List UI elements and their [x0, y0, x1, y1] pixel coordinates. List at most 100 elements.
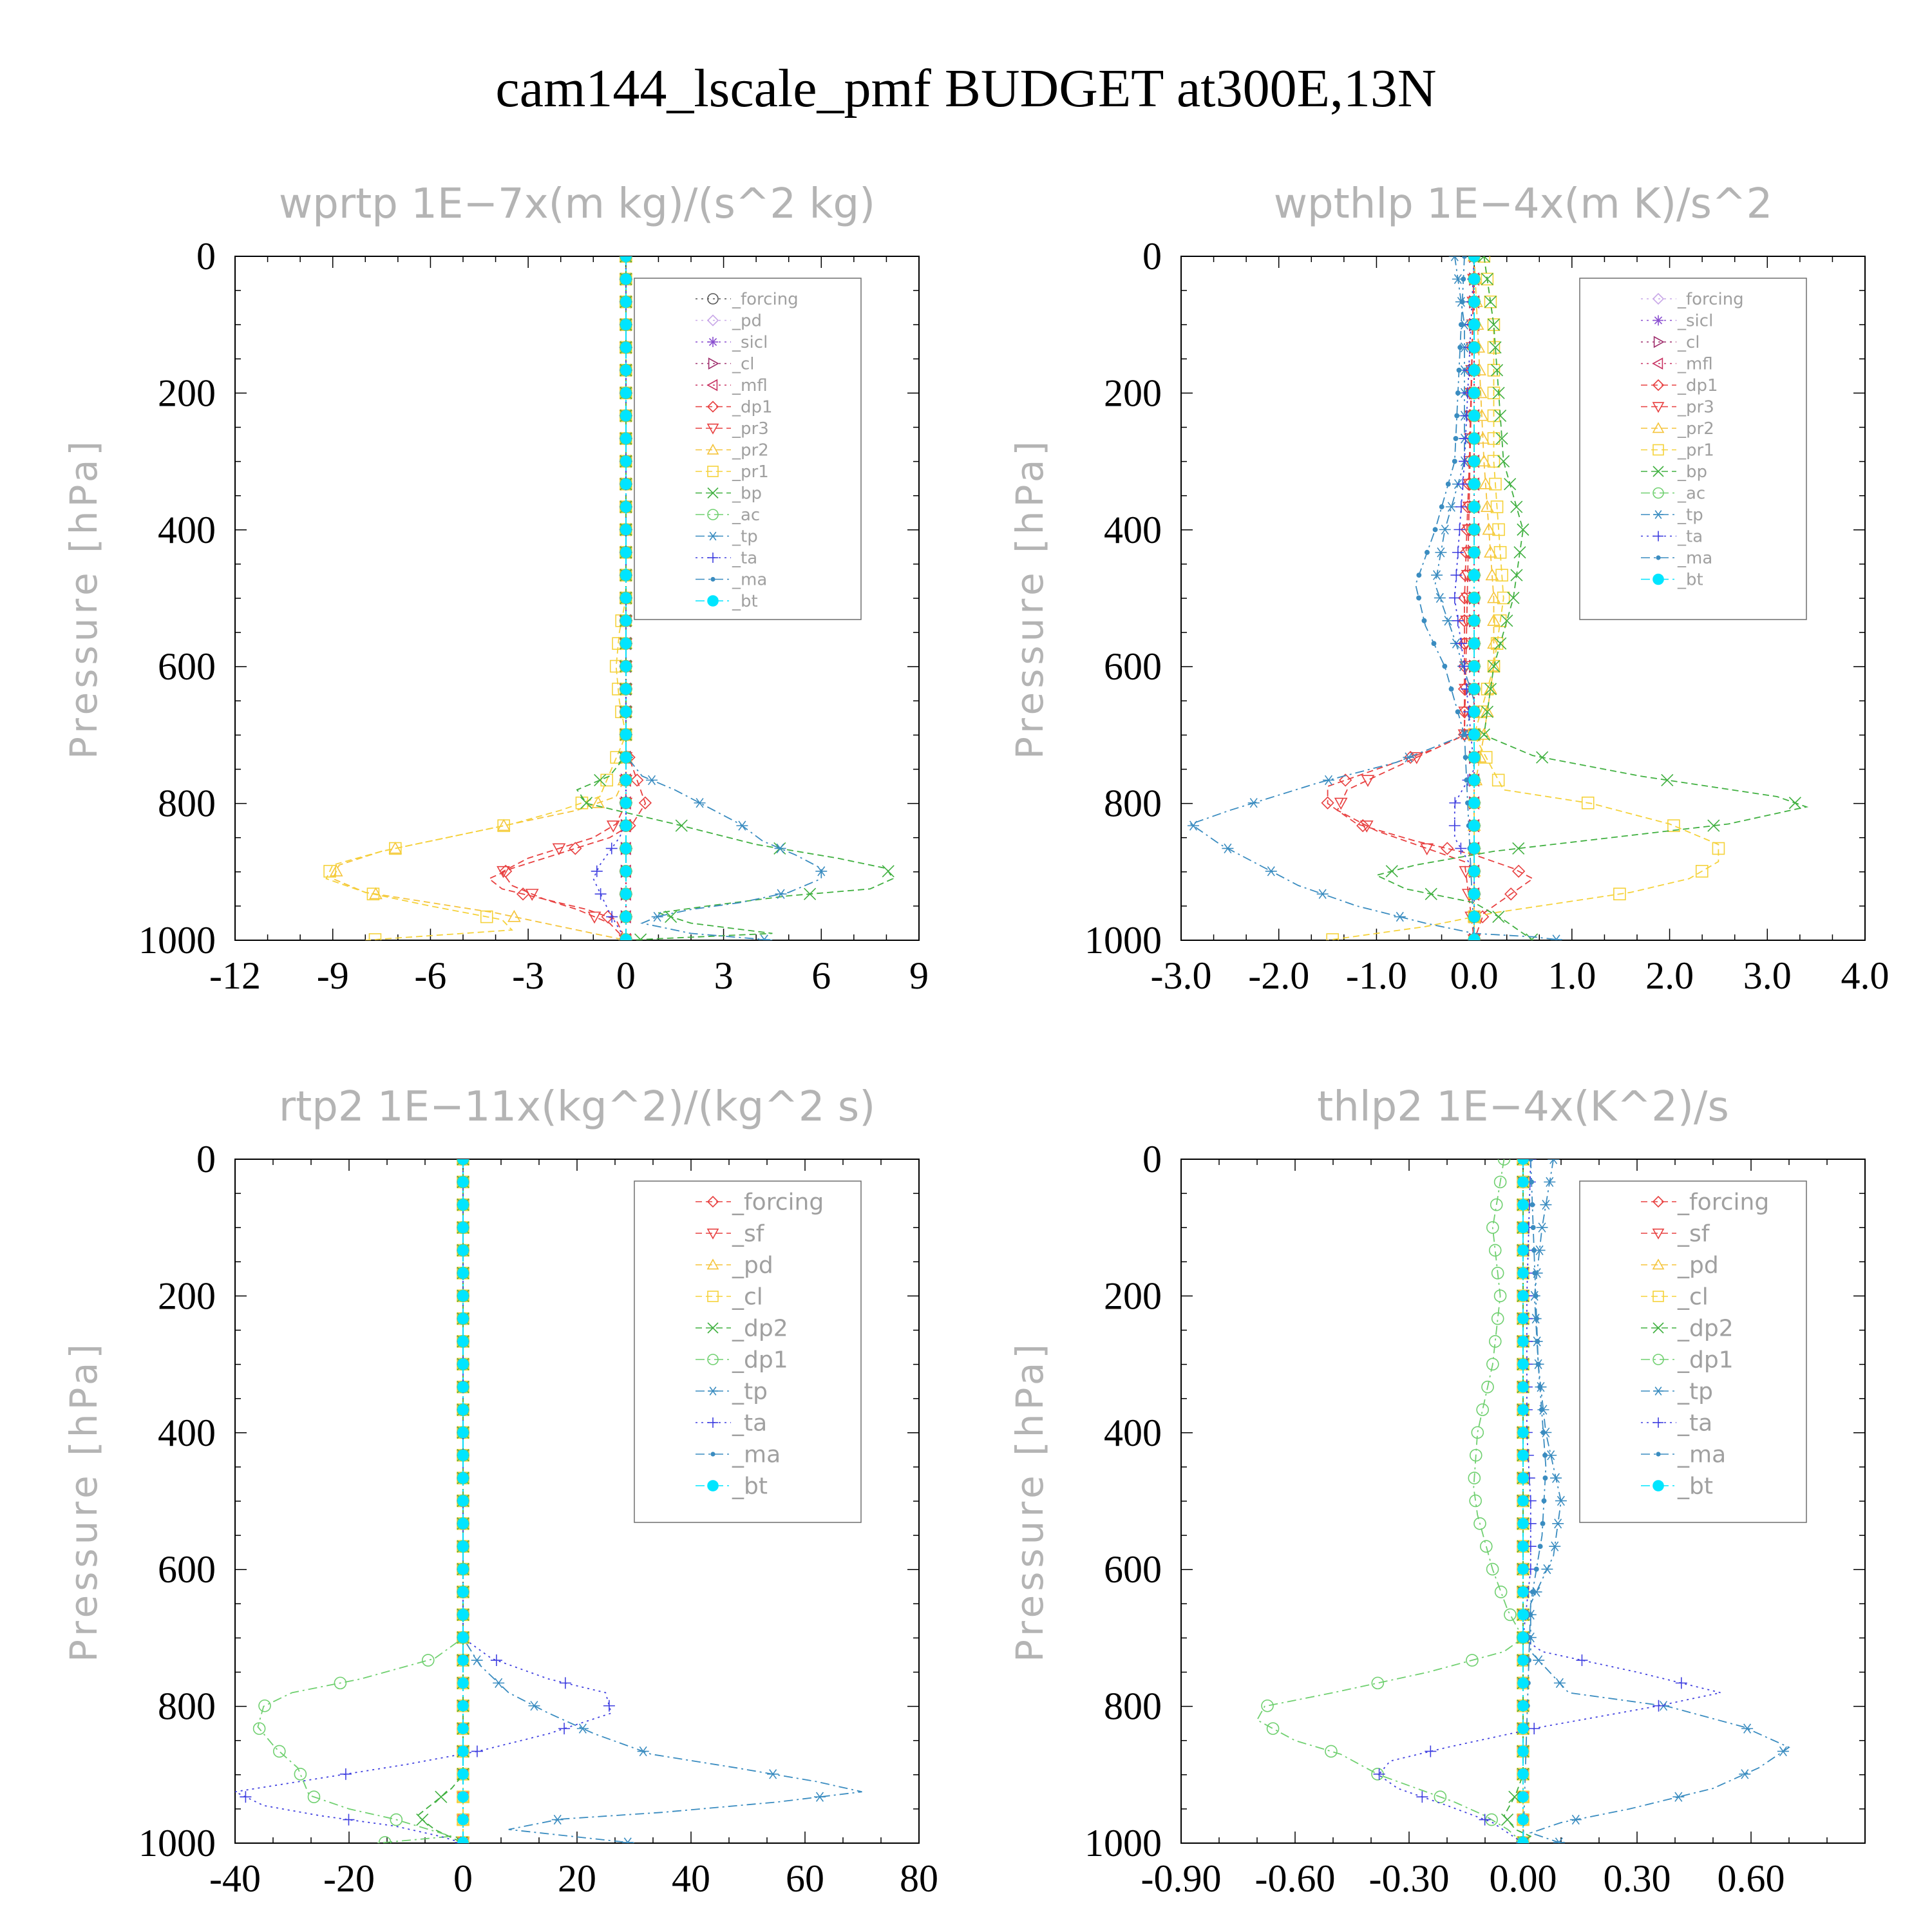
y-tick-label: 0	[1142, 1138, 1162, 1180]
series-pr3	[497, 256, 633, 940]
plot-area	[1256, 1159, 1790, 1843]
series-pr3	[1334, 256, 1481, 940]
series-point	[1788, 797, 1801, 810]
series-point	[421, 1654, 435, 1667]
series-point	[1533, 1293, 1539, 1299]
series-point	[1468, 706, 1480, 718]
series-point	[1492, 386, 1505, 399]
y-tick-label: 200	[158, 372, 216, 414]
series-point	[1468, 797, 1480, 809]
series-point	[457, 1768, 469, 1780]
series-point	[1477, 728, 1490, 741]
legend-label: _tp	[732, 527, 758, 547]
x-tick-label: -0.90	[1141, 1857, 1222, 1900]
series-point	[620, 888, 632, 900]
series-point	[1576, 1654, 1588, 1667]
series-point	[1537, 1544, 1543, 1549]
series-point	[1486, 1562, 1499, 1576]
series-point	[1477, 256, 1490, 263]
legend-label: _pr3	[1677, 398, 1714, 417]
legend-marker	[707, 1322, 719, 1334]
y-tick-label: 0	[196, 235, 216, 278]
series-point	[638, 796, 652, 810]
series-point	[1555, 1495, 1567, 1506]
series-point	[1316, 889, 1329, 899]
plot-frame	[234, 1159, 920, 1844]
series-point	[1466, 1654, 1479, 1667]
series-line	[625, 256, 822, 940]
legend-marker	[707, 1480, 719, 1492]
series-point	[457, 1518, 469, 1530]
series-point	[1490, 364, 1504, 377]
series-point	[1456, 367, 1462, 373]
series-point	[1325, 1745, 1338, 1758]
legend-item: _bt	[1641, 1473, 1713, 1500]
series-point	[1468, 774, 1480, 786]
legend-item: _pd	[696, 1253, 773, 1279]
series-point	[1448, 592, 1461, 604]
series-point	[1468, 752, 1480, 763]
series-point	[457, 1244, 469, 1256]
legend-label: _tp	[1677, 1379, 1713, 1405]
series-point	[1489, 341, 1502, 354]
series-point	[1507, 591, 1520, 605]
series-point	[1265, 866, 1277, 876]
x-tick-label: -40	[209, 1857, 261, 1900]
series-point	[1321, 796, 1334, 810]
legend-item: _ta	[1641, 527, 1703, 547]
series-point	[775, 889, 787, 899]
series-point	[457, 1472, 469, 1484]
series-point	[1497, 591, 1510, 605]
legend-marker	[1653, 531, 1663, 542]
legend-marker	[1653, 1354, 1664, 1365]
legend-marker	[707, 595, 719, 607]
series-point	[1463, 755, 1468, 760]
series-point	[1553, 1678, 1566, 1689]
series-point	[1439, 524, 1451, 535]
series-point	[457, 1723, 469, 1734]
panel-4: thlp2 1E−4x(K^2)/s Pressure [hPa] 0 200 400 6…	[1008, 1083, 1866, 1900]
series-point	[1468, 455, 1480, 468]
series-point	[1528, 1723, 1540, 1735]
x-tick-label: 3.0	[1743, 954, 1792, 997]
legend-marker	[706, 401, 719, 413]
series-line	[1378, 1159, 1721, 1843]
series-point	[620, 934, 632, 940]
series-point	[1457, 729, 1472, 742]
legend-label: _tp	[732, 1379, 768, 1405]
series-point	[1452, 614, 1464, 627]
legend-item: _ta	[696, 549, 757, 568]
series-point	[1552, 1519, 1564, 1529]
series-point	[493, 1678, 505, 1689]
series-point	[457, 1267, 469, 1279]
y-axis-label: Pressure [hPa]	[62, 1340, 106, 1662]
legend-label: _pd	[732, 312, 762, 331]
series-point	[1468, 478, 1480, 490]
series-point	[1517, 1791, 1529, 1803]
x-tick-label: -0.60	[1255, 1857, 1336, 1900]
series-point	[1339, 773, 1352, 787]
series-point	[1455, 842, 1467, 855]
x-tick-label: -3	[512, 954, 544, 997]
series-point	[1517, 1495, 1529, 1507]
series-point	[1425, 1745, 1437, 1757]
legend-item: _ma	[696, 1442, 781, 1468]
legend-marker	[1653, 1387, 1663, 1396]
series-point	[1517, 1267, 1529, 1279]
series-point	[1425, 887, 1437, 900]
legend-item: _pr2	[1641, 419, 1714, 439]
legend-label: _ma	[1677, 549, 1712, 568]
legend-marker	[1653, 510, 1663, 519]
legend-item: _ta	[696, 1410, 767, 1437]
series-point	[1442, 616, 1454, 626]
y-tick-label: 1000	[138, 1822, 216, 1864]
series-point	[1468, 256, 1480, 262]
series-point	[1544, 1177, 1556, 1188]
legend-label: _dp1	[732, 1347, 788, 1374]
series-point	[620, 820, 632, 831]
y-tick-label: 800	[1104, 782, 1162, 825]
series-point	[558, 1723, 571, 1735]
series-line	[325, 256, 627, 940]
legend-marker	[708, 531, 718, 541]
